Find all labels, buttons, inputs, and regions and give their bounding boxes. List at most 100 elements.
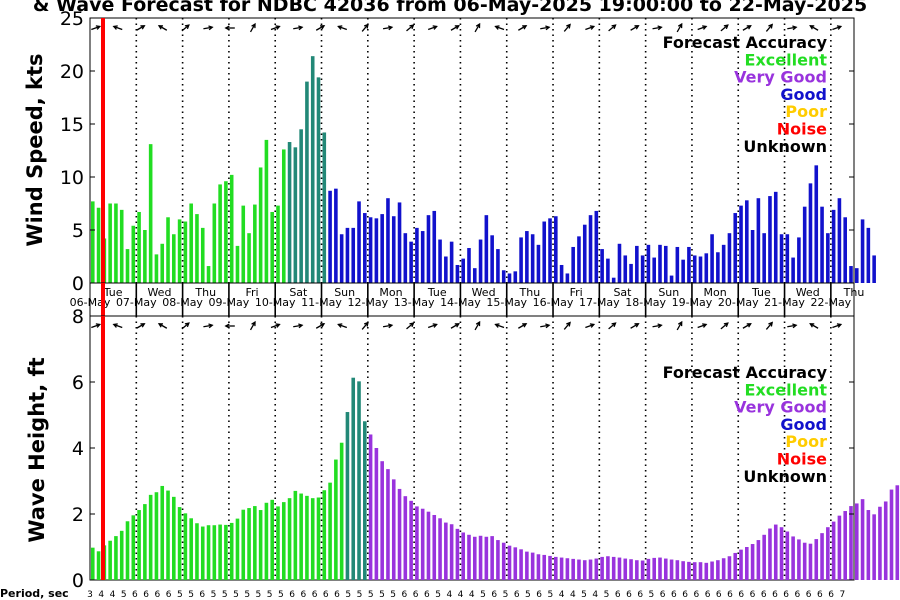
wind-bar xyxy=(565,273,570,283)
wave-bar xyxy=(611,556,616,580)
wave-bars xyxy=(90,377,900,580)
period-value: 6 xyxy=(750,590,756,600)
chart-title: & Wave Forecast for NDBC 42036 from 06-M… xyxy=(33,0,867,16)
wave-bar xyxy=(866,510,871,580)
wave-bar xyxy=(837,515,842,580)
wave-bar xyxy=(658,557,662,580)
wave-bar xyxy=(212,525,217,580)
period-value: 6 xyxy=(334,590,340,600)
period-value: 6 xyxy=(693,590,699,600)
date-label: 14-May xyxy=(440,296,481,309)
period-label: Period, sec xyxy=(0,587,69,600)
direction-arrow xyxy=(720,322,729,330)
wave-bar xyxy=(513,547,518,580)
wind-bar xyxy=(536,244,541,283)
date-label: 08-May xyxy=(162,296,203,309)
wind-bar xyxy=(849,266,853,283)
wave-bar xyxy=(733,552,738,580)
period-value: 7 xyxy=(839,590,845,600)
wave-bar xyxy=(478,535,483,580)
direction-arrow xyxy=(563,24,571,32)
wave-bar xyxy=(675,560,680,580)
direction-arrowhead xyxy=(224,323,230,329)
wind-bar xyxy=(611,277,616,283)
wave-bar xyxy=(623,558,628,580)
wave-bar xyxy=(831,521,836,580)
wind-day-separators xyxy=(135,18,832,283)
day-of-week-label: Sat xyxy=(289,286,308,299)
wave-bar xyxy=(490,536,494,580)
wave-bar xyxy=(559,557,564,580)
period-value: 5 xyxy=(368,590,374,600)
wind-bar xyxy=(305,81,309,283)
wave-bar xyxy=(785,531,790,580)
direction-arrowhead xyxy=(387,25,394,31)
wind-bars xyxy=(90,56,876,283)
direction-arrow xyxy=(765,24,773,32)
wind-bar xyxy=(444,256,448,283)
period-value: 6 xyxy=(626,590,632,600)
period-value: 5 xyxy=(525,590,531,600)
period-value: 6 xyxy=(514,590,520,600)
day-of-week-label: Thu xyxy=(843,286,865,299)
wind-bar xyxy=(617,243,622,283)
wind-bar xyxy=(177,219,182,283)
wave-bar xyxy=(119,530,124,580)
period-value: 5 xyxy=(211,590,217,600)
wave-bar xyxy=(721,558,726,580)
wave-bar xyxy=(438,518,442,580)
wave-bar xyxy=(143,504,147,580)
wave-bar xyxy=(351,377,356,580)
wind-bar xyxy=(461,258,465,283)
direction-arrowhead xyxy=(387,323,394,329)
period-value: 4 xyxy=(98,590,104,600)
direction-arrowhead xyxy=(298,25,304,31)
direction-arrow xyxy=(427,25,437,31)
wind-bar xyxy=(814,165,819,283)
wave-bar xyxy=(305,495,309,580)
direction-arrow xyxy=(518,323,527,329)
wave-bar xyxy=(542,554,547,580)
y-tick-label: 25 xyxy=(60,8,84,30)
wave-bar xyxy=(328,482,332,580)
direction-arrow xyxy=(518,25,527,31)
wave-bar xyxy=(878,506,882,580)
wave-bar xyxy=(698,562,703,580)
legend-item: Good xyxy=(780,85,827,104)
date-label: 20-May xyxy=(718,296,759,309)
wind-bar xyxy=(218,184,222,283)
legend-item: Noise xyxy=(777,120,827,139)
wave-bar xyxy=(745,547,749,580)
wind-bar xyxy=(247,233,251,283)
wind-bar xyxy=(380,214,384,283)
wave-bar xyxy=(299,493,303,580)
direction-arrow xyxy=(270,25,280,31)
wave-bar xyxy=(403,496,408,580)
wind-bar xyxy=(623,255,628,283)
direction-arrow xyxy=(382,324,393,328)
wave-bar xyxy=(322,490,327,580)
direction-arrowhead xyxy=(475,22,481,29)
y-tick-label: 10 xyxy=(60,167,84,189)
date-label: 22-May xyxy=(810,296,851,309)
wind-bar xyxy=(756,198,761,283)
date-label: 06-May xyxy=(70,296,111,309)
wave-bar xyxy=(467,534,471,580)
wind-bar xyxy=(490,235,494,283)
wave-bar xyxy=(779,527,784,580)
period-value: 6 xyxy=(132,590,138,600)
period-value: 5 xyxy=(649,590,655,600)
direction-arrowhead xyxy=(157,323,164,328)
date-label: 18-May xyxy=(625,296,666,309)
direction-arrow xyxy=(809,25,819,31)
direction-arrowhead xyxy=(566,321,571,327)
wind-bar xyxy=(264,139,269,283)
y-tick-label: 5 xyxy=(72,220,84,242)
direction-arrow xyxy=(540,324,550,328)
wind-bar xyxy=(426,215,431,283)
wind-bar xyxy=(629,263,633,283)
wind-bar xyxy=(872,255,876,283)
y-tick-label: 8 xyxy=(72,306,84,328)
direction-arrowhead xyxy=(611,24,617,30)
period-value: 5 xyxy=(188,590,194,600)
